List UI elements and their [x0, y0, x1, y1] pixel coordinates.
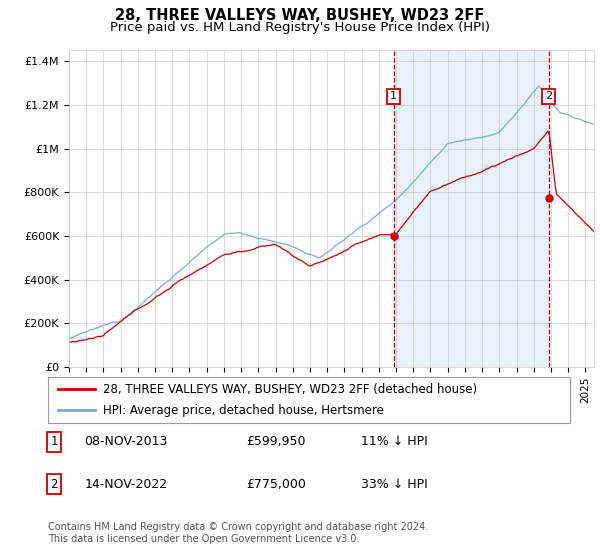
Text: 08-NOV-2013: 08-NOV-2013: [85, 435, 168, 449]
Text: 2: 2: [545, 91, 552, 101]
Text: 28, THREE VALLEYS WAY, BUSHEY, WD23 2FF (detached house): 28, THREE VALLEYS WAY, BUSHEY, WD23 2FF …: [103, 383, 477, 396]
Text: 28, THREE VALLEYS WAY, BUSHEY, WD23 2FF: 28, THREE VALLEYS WAY, BUSHEY, WD23 2FF: [115, 8, 485, 24]
Bar: [394, 50, 549, 367]
Text: 1: 1: [390, 91, 397, 101]
Text: 14-NOV-2022: 14-NOV-2022: [85, 478, 167, 491]
Text: £599,950: £599,950: [247, 435, 306, 449]
Text: 2: 2: [50, 478, 58, 491]
Text: 11% ↓ HPI: 11% ↓ HPI: [361, 435, 428, 449]
Text: HPI: Average price, detached house, Hertsmere: HPI: Average price, detached house, Hert…: [103, 404, 383, 417]
FancyBboxPatch shape: [48, 377, 570, 423]
Text: £775,000: £775,000: [247, 478, 306, 491]
Text: Price paid vs. HM Land Registry's House Price Index (HPI): Price paid vs. HM Land Registry's House …: [110, 21, 490, 34]
Text: 1: 1: [50, 435, 58, 449]
Text: 33% ↓ HPI: 33% ↓ HPI: [361, 478, 428, 491]
Text: Contains HM Land Registry data © Crown copyright and database right 2024.
This d: Contains HM Land Registry data © Crown c…: [48, 522, 428, 544]
